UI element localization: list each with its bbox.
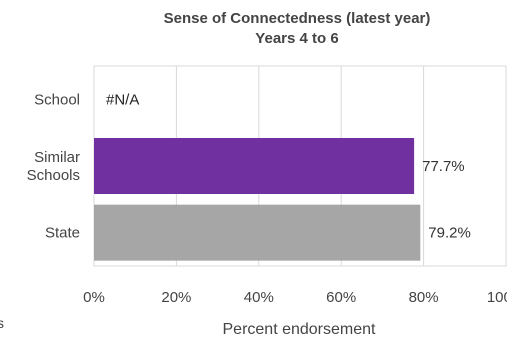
- data-label: 77.7%: [422, 158, 465, 175]
- category-label: School: [34, 91, 80, 108]
- bars: [94, 138, 421, 261]
- x-tick-label: 100%: [487, 289, 507, 306]
- category-label: Similar Schools: [27, 149, 80, 184]
- x-tick-label: 60%: [326, 289, 356, 306]
- chart-subtitle: Years 4 to 6: [255, 30, 338, 47]
- x-axis-title: Percent endorsement: [223, 321, 377, 338]
- category-labels: School Similar Schools State: [27, 91, 80, 241]
- bar: [94, 138, 415, 194]
- chart-title: Sense of Connectedness (latest year): [164, 10, 431, 27]
- x-tick-label: 0%: [83, 289, 105, 306]
- bar: [94, 204, 421, 261]
- data-labels: #N/A 77.7% 79.2%: [106, 91, 471, 241]
- category-label: State: [45, 225, 80, 242]
- x-tick-label: 20%: [161, 289, 191, 306]
- x-tick-label: 80%: [409, 289, 439, 306]
- data-label: 79.2%: [428, 225, 471, 242]
- x-tick-label: 40%: [244, 289, 274, 306]
- data-label: #N/A: [106, 91, 139, 108]
- left-edge-fragment: s: [0, 315, 4, 331]
- x-tick-labels: 0% 20% 40% 60% 80% 100%: [83, 289, 507, 306]
